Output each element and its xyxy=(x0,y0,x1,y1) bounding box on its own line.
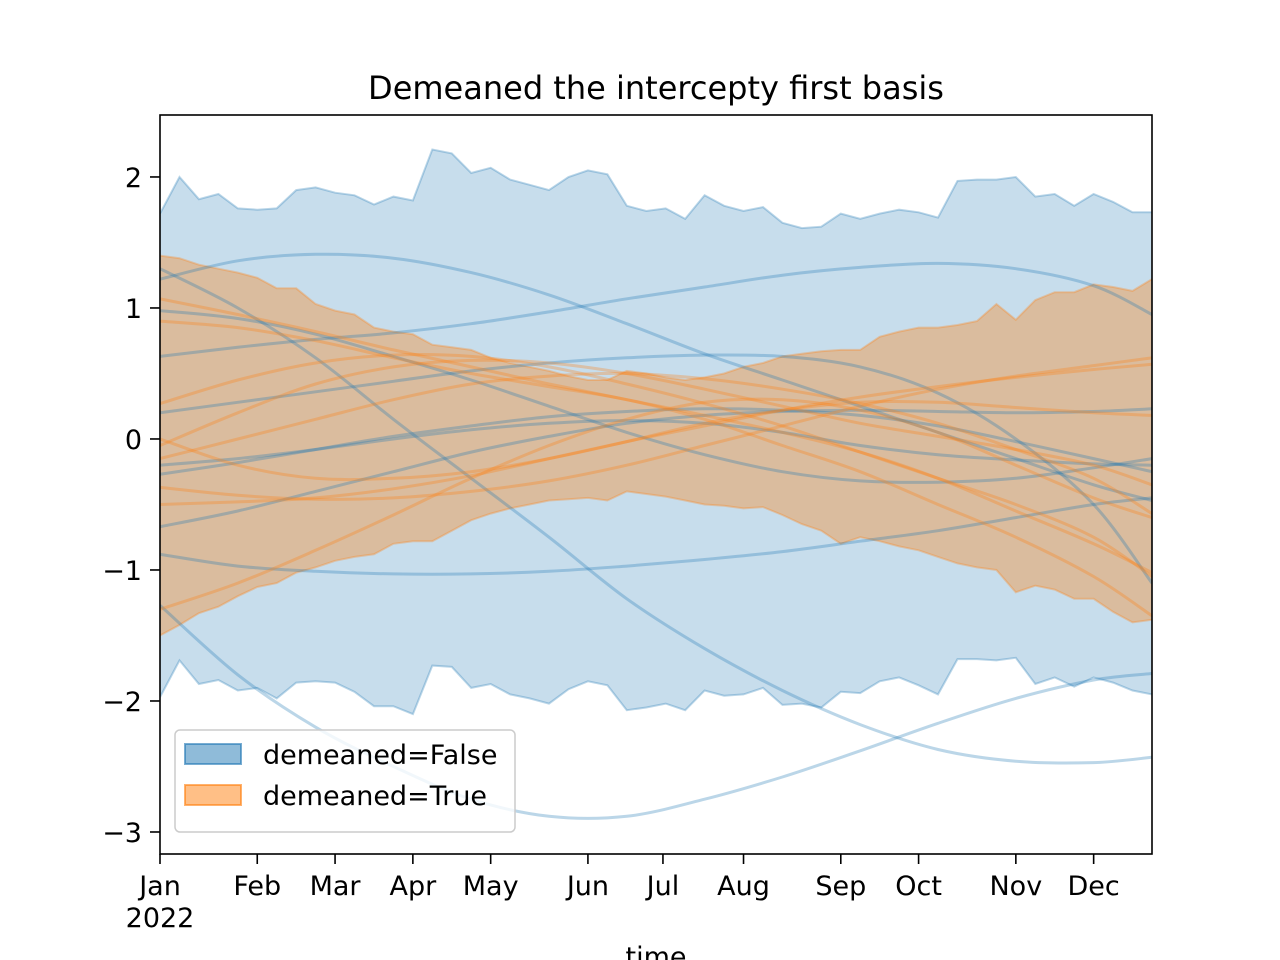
band-lower-edge xyxy=(160,656,1152,716)
y-tick-label: −1 xyxy=(102,556,142,587)
x-tick-label: Nov xyxy=(989,871,1042,902)
legend: demeaned=False demeaned=True xyxy=(174,729,516,833)
sample-line xyxy=(160,353,1152,584)
x-tick-label: Dec xyxy=(1068,871,1120,902)
sample-line xyxy=(160,407,1152,476)
x-tick-label: Jan xyxy=(137,871,181,902)
sample-line xyxy=(160,353,1152,578)
chart-title: Demeaned the intercepty first basis xyxy=(368,69,944,107)
x-tick-label: Jun xyxy=(565,871,609,902)
x-tick-label: Oct xyxy=(895,871,942,902)
axes-frame xyxy=(159,114,1153,855)
sample-line xyxy=(160,362,1152,506)
sample-line xyxy=(160,496,1152,576)
x-tick-label: Sep xyxy=(815,871,866,902)
legend-label: demeaned=False xyxy=(263,740,497,771)
sample-line xyxy=(160,297,1152,574)
x-tick-label: Apr xyxy=(390,871,438,902)
band-upper-edge xyxy=(160,148,1152,230)
sample-line xyxy=(160,309,1152,484)
legend-label: demeaned=True xyxy=(263,781,487,812)
y-tick-label: 2 xyxy=(125,163,142,194)
sample-line xyxy=(160,397,1152,611)
band-lower-edge xyxy=(160,490,1152,637)
sample-line xyxy=(160,252,1152,502)
plot-area xyxy=(160,148,1152,820)
y-tick-label: −3 xyxy=(102,818,142,849)
sample-line xyxy=(160,261,1152,358)
sample-line xyxy=(160,371,1152,515)
sample-line xyxy=(160,419,1152,467)
band-area xyxy=(160,255,1152,636)
x-tick-label: May xyxy=(463,871,519,902)
legend-box xyxy=(174,729,516,833)
legend-swatch xyxy=(184,784,242,806)
x-tick-label: Jul xyxy=(645,871,680,902)
x-tick-label: Mar xyxy=(310,871,362,902)
band-area xyxy=(160,149,1152,715)
x-tick-label: Aug xyxy=(717,871,770,902)
x-axis-label: time xyxy=(625,942,686,960)
sample-line xyxy=(160,356,1152,501)
x-year-label: 2022 xyxy=(126,903,195,934)
y-tick-label: 0 xyxy=(125,425,142,456)
axes: −3 −2 −1 0 1 2 Jan Feb Mar Apr May Jun Jul Aug Sep Oct N… xyxy=(102,163,1120,902)
legend-swatch xyxy=(184,743,242,765)
x-tick-label: Feb xyxy=(233,871,281,902)
sample-line xyxy=(160,358,1152,487)
sample-line xyxy=(160,604,1152,820)
sample-line xyxy=(160,319,1152,618)
y-tick-label: −2 xyxy=(102,687,142,718)
sample-line xyxy=(160,267,1152,765)
y-tick-label: 1 xyxy=(125,294,142,325)
sample-line xyxy=(160,407,1152,529)
sample-line xyxy=(160,399,1152,482)
band-upper-edge xyxy=(160,254,1152,382)
